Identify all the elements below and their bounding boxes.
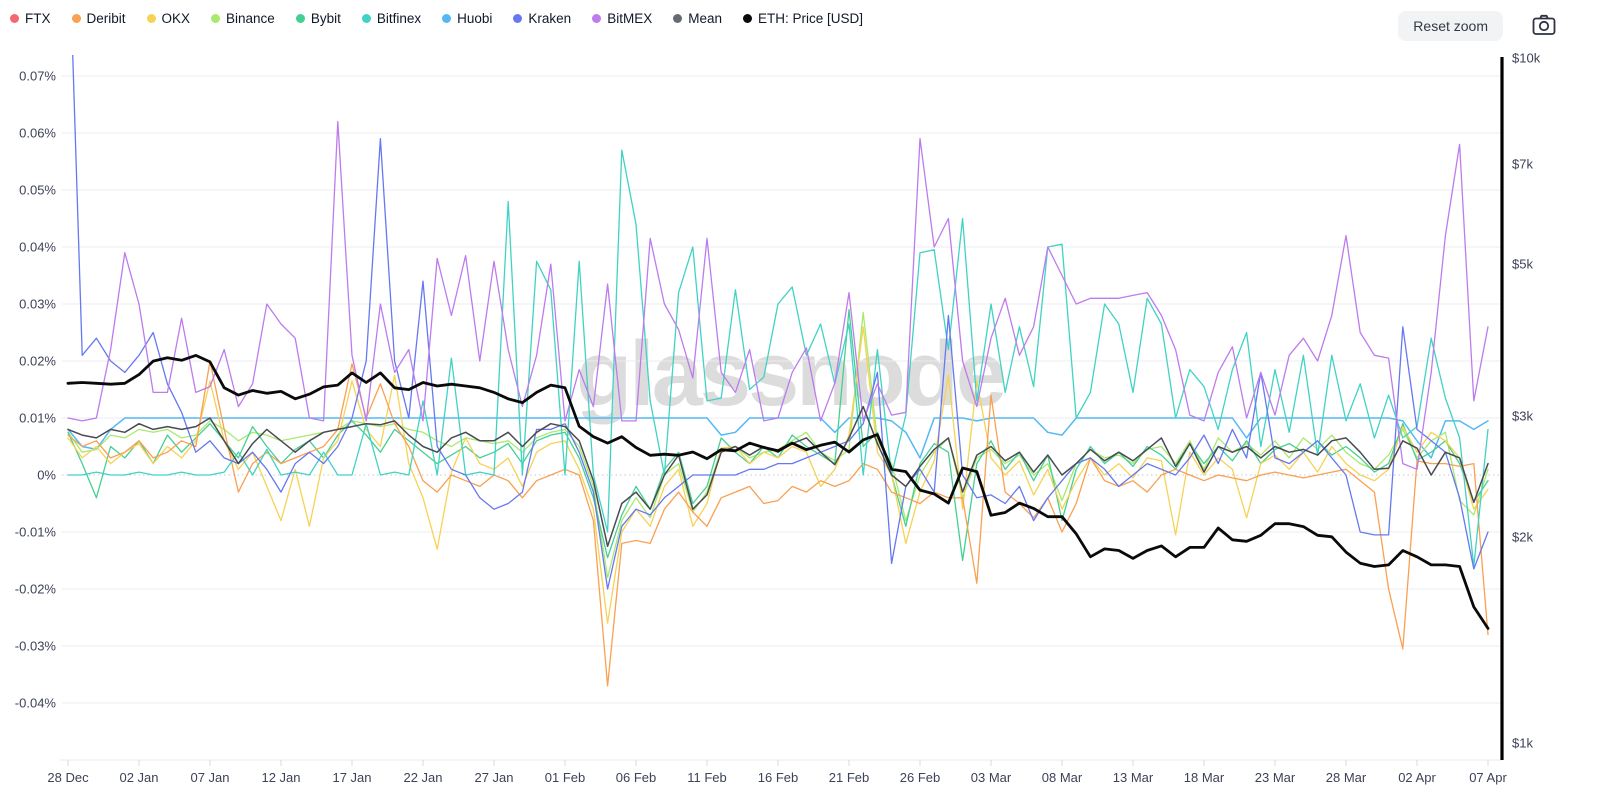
right-axis-tick: $2k: [1512, 529, 1533, 544]
legend-dot: [146, 14, 156, 23]
series-line-mean: [67, 405, 1489, 548]
right-axis-tick: $10k: [1512, 51, 1541, 66]
x-axis-tick: 23 Mar: [1255, 770, 1296, 785]
left-axis-tick: -0.03%: [15, 639, 57, 654]
reset-zoom-button[interactable]: Reset zoom: [1398, 11, 1503, 41]
legend-dot: [742, 14, 752, 23]
legend-label: Huobi: [457, 11, 493, 26]
legend-label: FTX: [25, 11, 51, 26]
legend-label: OKX: [161, 11, 191, 26]
x-axis-tick: 28 Mar: [1326, 770, 1367, 785]
x-axis-tick: 06 Feb: [616, 770, 656, 785]
x-axis-tick: 16 Feb: [758, 770, 798, 785]
right-axis-tick: $5k: [1512, 257, 1533, 272]
legend-dot: [592, 14, 602, 23]
left-axis-tick: 0.02%: [19, 354, 56, 369]
camera-button[interactable]: [1530, 13, 1558, 39]
legend-dot: [361, 14, 371, 23]
x-axis-tick: 02 Jan: [119, 770, 158, 785]
legend-label: Deribit: [86, 11, 126, 26]
series-line-okx: [67, 326, 1489, 624]
x-axis-tick: 21 Feb: [829, 770, 869, 785]
left-axis-tick: 0.01%: [19, 411, 56, 426]
legend-label: Bybit: [310, 11, 341, 26]
x-axis-tick: 01 Feb: [545, 770, 585, 785]
legend-item-okx[interactable]: OKX: [146, 11, 191, 26]
x-axis-tick: 17 Jan: [332, 770, 371, 785]
left-axis-tick: -0.02%: [15, 582, 57, 597]
x-axis-tick: 18 Mar: [1184, 770, 1225, 785]
x-axis-tick: 12 Jan: [261, 770, 300, 785]
series-line-eth-price-usd-: [66, 353, 1490, 630]
x-axis-tick: 28 Dec: [47, 770, 89, 785]
series-line-bitmex: [67, 120, 1489, 470]
legend-item-bybit[interactable]: Bybit: [295, 11, 341, 26]
left-axis-tick: -0.01%: [15, 525, 57, 540]
legend: FTX Deribit OKX Binance Bybit Bitfinex Huobi Kr…: [10, 11, 863, 26]
legend-item-kraken[interactable]: Kraken: [513, 11, 571, 26]
toolbar: FTX Deribit OKX Binance Bybit Bitfinex Huobi Kr…: [0, 0, 1600, 48]
legend-dot: [211, 14, 221, 23]
right-axis-tick: $3k: [1512, 409, 1533, 424]
series-line-deribit: [67, 360, 1489, 687]
legend-item-bitfinex[interactable]: Bitfinex: [361, 11, 422, 26]
x-axis-tick: 02 Apr: [1398, 770, 1436, 785]
series-line-kraken: [72, 55, 1489, 590]
x-axis-tick: 11 Feb: [687, 770, 727, 785]
left-axis-tick: 0.06%: [19, 126, 56, 141]
legend-label: Kraken: [528, 11, 572, 26]
legend-item-deribit[interactable]: Deribit: [71, 11, 126, 26]
legend-item-ftx[interactable]: FTX: [10, 11, 51, 26]
left-axis-tick: 0.03%: [19, 297, 56, 312]
x-axis-tick: 22 Jan: [403, 770, 442, 785]
legend-dot: [71, 14, 81, 23]
x-axis-tick: 07 Apr: [1469, 770, 1507, 785]
legend-label: ETH: Price [USD]: [757, 11, 863, 26]
legend-item-binance[interactable]: Binance: [211, 11, 275, 26]
legend-item-mean[interactable]: Mean: [673, 11, 722, 26]
legend-dot: [295, 14, 305, 23]
left-axis-tick: 0.05%: [19, 183, 56, 198]
legend-label: Bitfinex: [376, 11, 422, 26]
legend-dot: [513, 14, 523, 23]
legend-label: Binance: [226, 11, 275, 26]
x-axis-tick: 07 Jan: [190, 770, 229, 785]
legend-dot: [442, 14, 452, 23]
x-axis-tick: 27 Jan: [474, 770, 513, 785]
camera-icon: [1532, 14, 1556, 39]
left-axis-tick: 0.04%: [19, 240, 56, 255]
series-line-bitfinex: [67, 149, 1489, 567]
right-axis-tick: $7k: [1512, 157, 1533, 172]
legend-item-eth-price-usd-[interactable]: ETH: Price [USD]: [742, 11, 863, 26]
right-axis-tick: $1k: [1512, 736, 1533, 751]
left-axis-tick: -0.04%: [15, 696, 57, 711]
left-axis-tick: 0%: [37, 468, 56, 483]
legend-label: Mean: [688, 11, 722, 26]
x-axis-tick: 03 Mar: [971, 770, 1012, 785]
legend-label: BitMEX: [607, 11, 653, 26]
left-axis-tick: 0.07%: [19, 69, 56, 84]
x-axis-tick: 26 Feb: [900, 770, 940, 785]
legend-dot: [673, 14, 683, 23]
series-line-binance: [67, 311, 1489, 579]
legend-item-bitmex[interactable]: BitMEX: [592, 11, 652, 26]
x-axis-tick: 08 Mar: [1042, 770, 1083, 785]
legend-item-huobi[interactable]: Huobi: [442, 11, 492, 26]
legend-dot: [10, 14, 19, 23]
x-axis-tick: 13 Mar: [1113, 770, 1154, 785]
